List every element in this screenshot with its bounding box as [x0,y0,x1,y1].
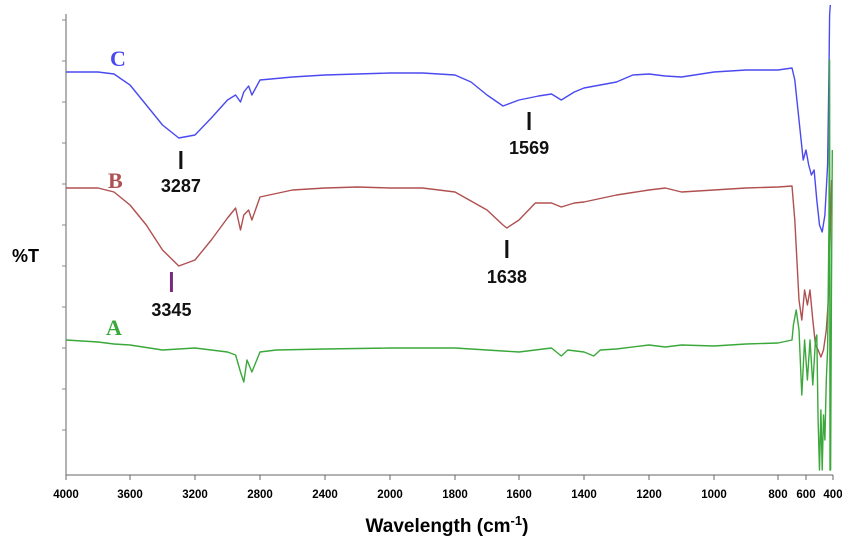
x-tick-label-1400: 1400 [571,489,597,501]
x-tick-label-1600: 1600 [506,489,532,501]
peak-annotations: 3287 1569 3345 1638 [151,112,549,320]
x-axis-ticks: 4000 3600 3200 2800 2400 2000 1800 1600 1400 1200… [53,475,842,501]
y-axis-title: %T [12,246,39,266]
x-axis-title-main: Wavelength (cm [366,516,511,537]
x-axis-title-superscript: -1 [511,513,523,528]
x-tick-label-3600: 3600 [117,489,143,501]
peak-label-3287: 3287 [161,176,201,196]
x-tick-label-2000: 2000 [377,489,403,501]
x-tick-label-600: 600 [796,489,815,501]
series-line-b [66,179,833,358]
x-tick-label-3200: 3200 [182,489,208,501]
y-axis-ticks [62,19,66,431]
peak-label-3345: 3345 [151,300,191,320]
x-tick-label-2400: 2400 [312,489,338,501]
x-tick-label-1000: 1000 [701,489,727,501]
x-tick-label-400: 400 [823,489,842,501]
series-layer [65,4,833,471]
peak-label-1638: 1638 [487,267,527,287]
x-axis-title-close: ) [522,516,528,537]
series-line-a [65,59,833,471]
series-line-c [66,4,831,233]
plot-area: 4000 3600 3200 2800 2400 2000 1800 1600 1400 1200… [53,4,842,501]
series-label-a: A [106,315,122,340]
series-label-b: B [108,168,123,193]
peak-label-1569: 1569 [509,138,549,158]
x-tick-label-1200: 1200 [636,489,662,501]
x-tick-label-4000: 4000 [53,489,79,501]
x-tick-label-2800: 2800 [247,489,273,501]
x-tick-label-800: 800 [768,489,787,501]
series-label-c: C [110,46,126,71]
x-tick-label-1800: 1800 [442,489,468,501]
x-axis-title: Wavelength (cm-1) [366,513,529,537]
